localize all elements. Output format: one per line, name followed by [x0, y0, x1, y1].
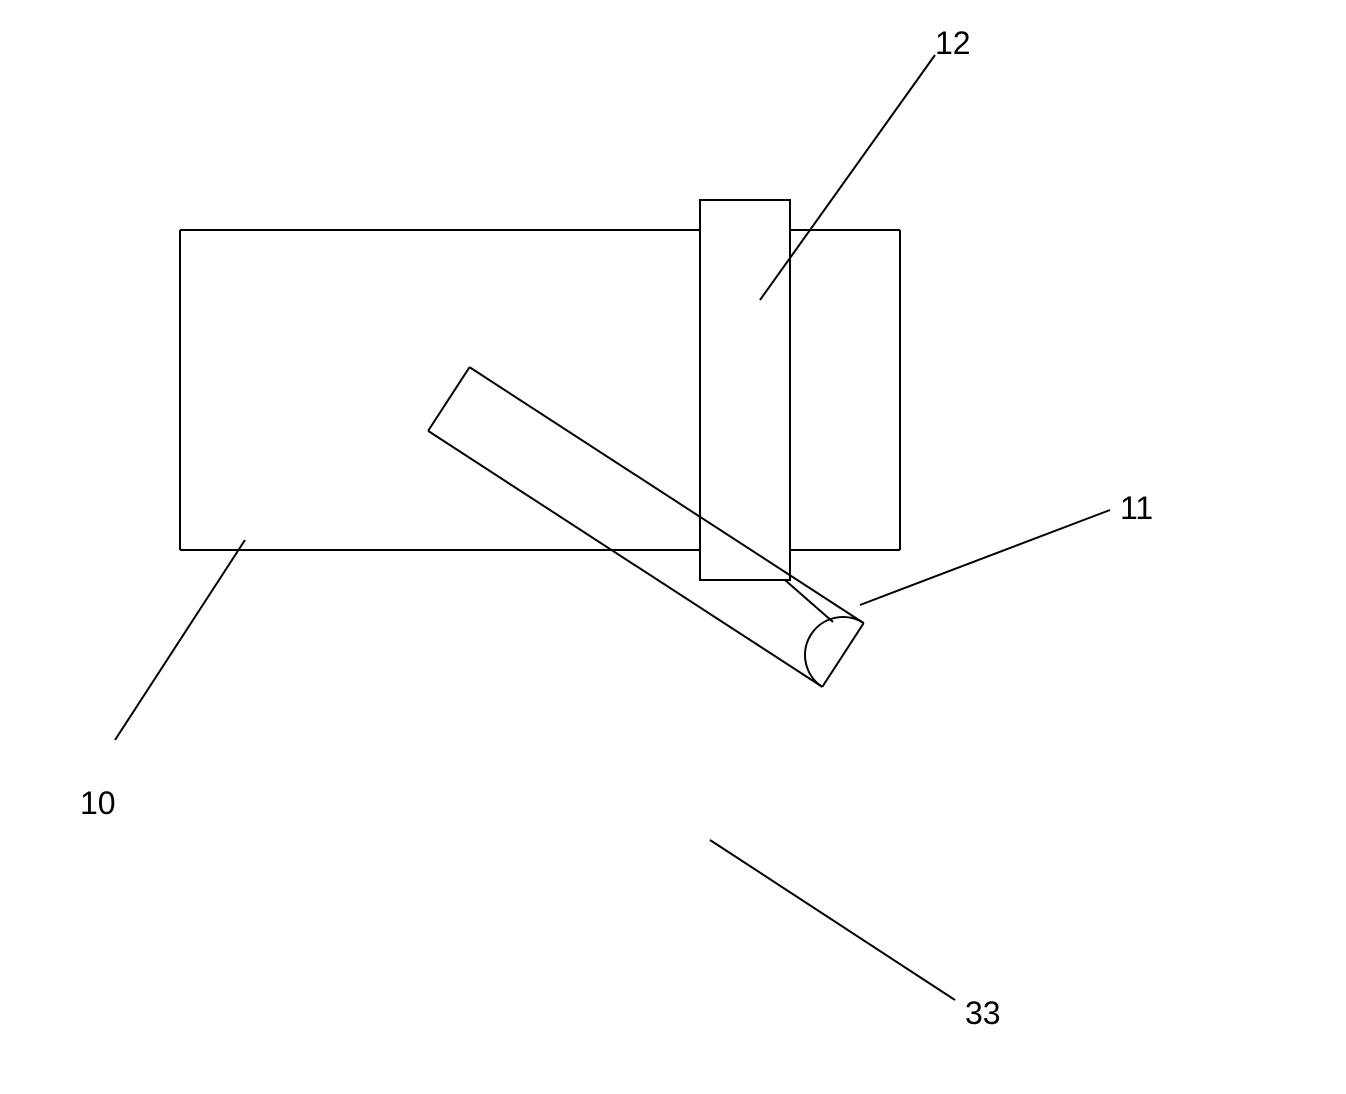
diagram-svg: [0, 0, 1346, 1089]
label-10: 10: [80, 785, 116, 822]
label-12: 12: [935, 25, 971, 62]
technical-diagram: 12 11 10 33: [0, 0, 1346, 1089]
label-11: 11: [1120, 490, 1153, 527]
label-33: 33: [965, 995, 1001, 1032]
